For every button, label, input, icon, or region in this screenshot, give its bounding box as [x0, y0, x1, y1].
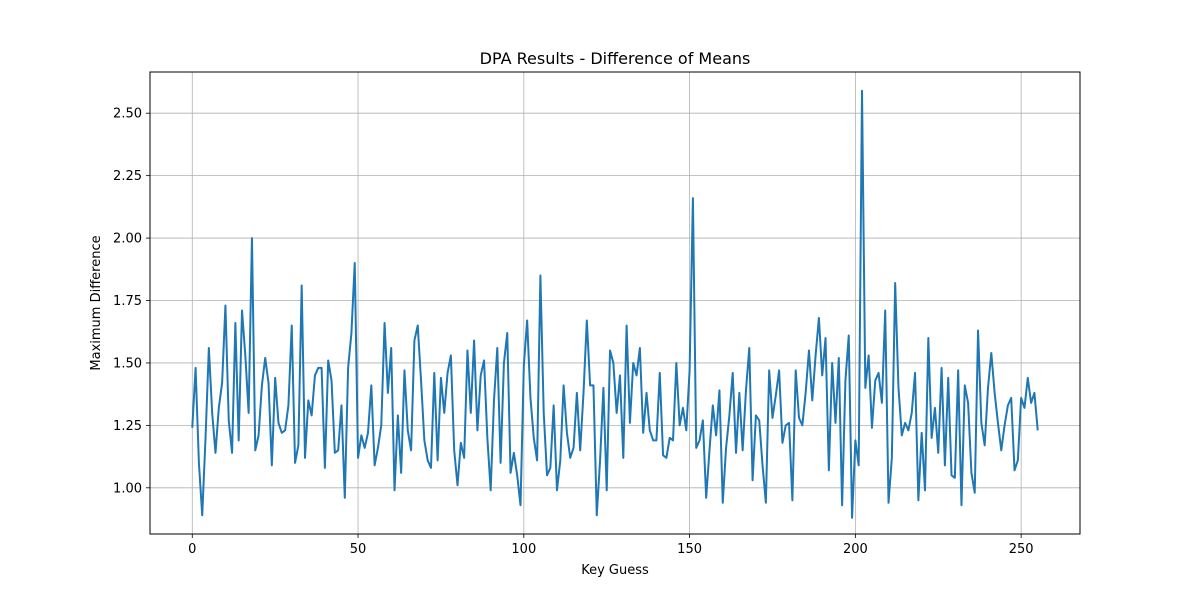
y-tick-label: 1.25: [113, 419, 142, 434]
x-axis-ticks: 0 50 100 150 200 250: [188, 534, 1034, 557]
x-tick-label: 150: [677, 542, 702, 557]
y-tick-label: 2.25: [113, 169, 142, 184]
y-tick-label: 1.00: [113, 481, 142, 496]
y-tick-label: 2.00: [113, 232, 142, 247]
x-tick-label: 200: [843, 542, 868, 557]
x-tick-label: 250: [1009, 542, 1034, 557]
y-axis-label: Maximum Difference: [89, 235, 104, 370]
y-axis-ticks: 1.00 1.25 1.50 1.75 2.00 2.25 2.50: [113, 107, 150, 496]
y-tick-label: 1.75: [113, 294, 142, 309]
y-tick-label: 2.50: [113, 107, 142, 122]
series-line: [191, 89, 1039, 519]
grid-lines: [150, 72, 1080, 534]
plot-frame: [149, 71, 1081, 535]
x-tick-label: 0: [188, 542, 196, 557]
chart-title: DPA Results - Difference of Means: [480, 49, 751, 68]
y-tick-label: 1.50: [113, 356, 142, 371]
x-tick-label: 100: [511, 542, 536, 557]
x-axis-label: Key Guess: [581, 563, 649, 578]
x-tick-label: 50: [350, 542, 367, 557]
